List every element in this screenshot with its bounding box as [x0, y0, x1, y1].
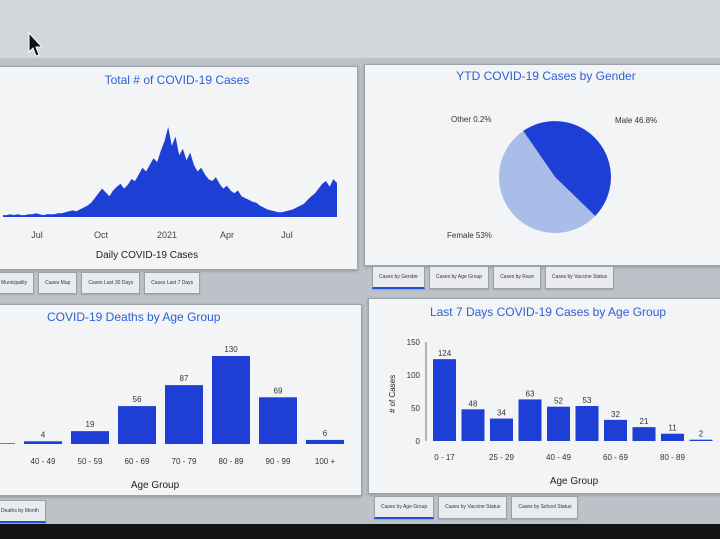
gender-pie-chart: Male 46.8% Female 53% Other 0.2% [447, 115, 657, 240]
bar [575, 406, 599, 441]
bar-value-label: 11 [668, 424, 677, 433]
bar [433, 359, 456, 441]
monitor-bottom-bezel [0, 524, 720, 539]
bar [24, 441, 62, 444]
pie-slice [498, 131, 596, 234]
x-tick-label: 0 - 17 [434, 453, 455, 462]
x-tick-label: 25 - 29 [489, 453, 514, 462]
gender-tabs: Cases by Gender Cases by Age Group Cases b… [372, 266, 615, 289]
y-axis-label: # of Cases [388, 375, 397, 413]
bar [212, 356, 250, 444]
browser-top-area [0, 0, 720, 58]
bar-value-label: 56 [133, 395, 142, 404]
pie-slice [523, 121, 611, 216]
last7-panel: Last 7 Days COVID-19 Cases by Age Group … [368, 298, 720, 494]
bar [547, 406, 570, 441]
tab-cases-by-vaccine-status[interactable]: Cases by Vaccine Status [544, 266, 615, 289]
bar-value-label: 52 [554, 397, 563, 406]
bar-value-label: 2 [699, 430, 704, 439]
daily-cases-area [3, 127, 337, 217]
gender-panel: YTD COVID-19 Cases by Gender Male 46.8% F… [364, 64, 720, 266]
y-tick-label: 0 [416, 437, 421, 446]
deaths-tabs: Deaths by Month [0, 500, 46, 523]
x-tick-label: Apr [220, 230, 234, 240]
x-axis-label: Age Group [131, 480, 180, 491]
tab-cases-by-age-group[interactable]: Cases by Age Group [374, 496, 435, 519]
total-cases-panel: Total # of COVID-19 Cases Jul Oct 2021 Apr J… [0, 66, 358, 270]
x-tick-label: Oct [94, 230, 109, 240]
bar [661, 433, 684, 441]
last7-tabs: Cases by Age Group Cases by Vaccine Statu… [374, 496, 579, 519]
x-tick-label: 40 - 49 [546, 453, 571, 462]
bar [518, 399, 542, 441]
slice-label: Female 53% [447, 231, 492, 240]
deaths-panel: COVID-19 Deaths by Age Group 1440 - 4919… [0, 304, 362, 496]
x-axis-label: Age Group [550, 476, 599, 487]
x-tick-label: 80 - 89 [219, 457, 244, 466]
tab-cases-by-race[interactable]: Cases by Race [493, 266, 541, 289]
x-tick-label: 60 - 69 [603, 453, 628, 462]
bar [0, 443, 15, 444]
bar [306, 439, 344, 444]
bar-value-label: 69 [274, 386, 283, 395]
bar-value-label: 63 [526, 389, 535, 398]
x-tick-label: 100 + [315, 457, 336, 466]
x-tick-label: 50 - 59 [78, 457, 103, 466]
x-tick-label: 2021 [157, 230, 177, 240]
gender-title: YTD COVID-19 Cases by Gender [456, 69, 636, 83]
x-tick-label: Jul [31, 230, 43, 240]
bar-value-label: 19 [86, 420, 95, 429]
x-axis-label: Daily COVID-19 Cases [96, 250, 198, 261]
bar [165, 385, 203, 444]
tab-cases-map[interactable]: Cases Map [38, 272, 78, 294]
deaths-title: COVID-19 Deaths by Age Group [47, 310, 221, 324]
bar-value-label: 32 [611, 410, 620, 419]
x-tick-label: 40 - 49 [31, 457, 56, 466]
tab-cases-by-age-group[interactable]: Cases by Age Group [428, 266, 490, 289]
tab-deaths-by-month[interactable]: Deaths by Month [0, 500, 46, 523]
y-tick-label: 50 [411, 404, 420, 413]
bar-value-label: 6 [323, 429, 328, 438]
bar [259, 397, 297, 444]
pie-slice [522, 130, 555, 177]
x-tick-label: 60 - 69 [125, 457, 150, 466]
bar [71, 431, 109, 444]
bar-value-label: 48 [469, 399, 478, 408]
bar [118, 406, 156, 444]
total-cases-title: Total # of COVID-19 Cases [104, 73, 250, 87]
bar-value-label: 124 [438, 349, 452, 358]
slice-label: Male 46.8% [615, 116, 657, 125]
bar [461, 409, 485, 441]
last7-bar-chart: 0 50 100 150 124 0 - 17 48 34 25 - 29 63 52 40 - 49… [388, 338, 713, 487]
bar [490, 418, 513, 441]
bar [689, 439, 713, 441]
bar-value-label: 130 [224, 345, 238, 354]
x-tick-label: 90 - 99 [266, 457, 291, 466]
y-tick-label: 100 [407, 371, 421, 380]
bar-value-label: 4 [41, 430, 46, 439]
total-cases-tabs: Municipality Cases Map Cases Last 30 Days C… [0, 272, 201, 294]
x-tick-label: 70 - 79 [172, 457, 197, 466]
tab-cases-by-vaccine-status[interactable]: Cases by Vaccine Status [438, 496, 508, 519]
last7-title: Last 7 Days COVID-19 Cases by Age Group [429, 305, 667, 319]
bar [604, 419, 627, 441]
tab-municipality[interactable]: Municipality [0, 272, 35, 294]
x-tick-label: 80 - 89 [660, 453, 685, 462]
tab-cases-last-30-days[interactable]: Cases Last 30 Days [81, 272, 141, 294]
bar [632, 427, 656, 441]
bar-value-label: 53 [583, 396, 592, 405]
daily-cases-area-chart: Jul Oct 2021 Apr Jul Daily COVID-19 Cases [3, 127, 337, 261]
tab-cases-by-gender[interactable]: Cases by Gender [372, 266, 425, 289]
x-tick-label: Jul [281, 230, 293, 240]
tab-cases-by-school-status[interactable]: Cases by School Status [511, 496, 579, 519]
bar-value-label: 21 [640, 417, 649, 426]
y-tick-label: 150 [407, 338, 421, 347]
bar-value-label: 34 [497, 409, 506, 418]
slice-label: Other 0.2% [451, 115, 491, 124]
tab-cases-last-7-days[interactable]: Cases Last 7 Days [144, 272, 201, 294]
bar-value-label: 87 [180, 374, 189, 383]
mouse-cursor-icon [28, 32, 44, 57]
